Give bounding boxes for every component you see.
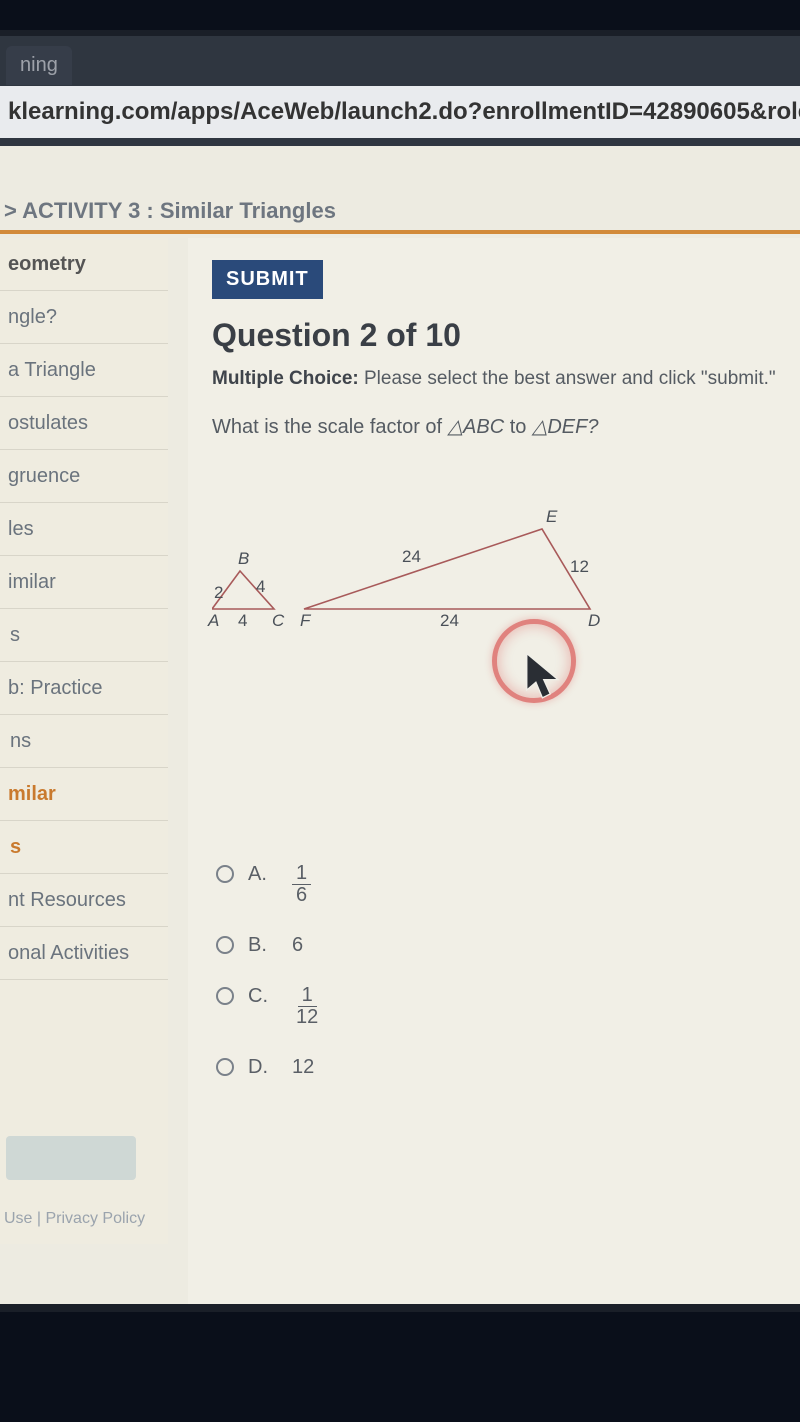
option-value: 6 xyxy=(292,934,303,957)
answer-choices: A. 16 B. 6 C. 112 D. 12 xyxy=(212,849,776,1093)
vertex-label-F: F xyxy=(300,611,310,631)
option-letter: B. xyxy=(248,934,270,957)
option-value: 12 xyxy=(292,1056,314,1079)
sidebar-item-5[interactable]: les xyxy=(0,503,168,556)
side-label-12: 12 xyxy=(570,557,589,577)
sidebar-item-4[interactable]: gruence xyxy=(0,450,168,503)
triangle-def: △DEF? xyxy=(532,416,599,438)
radio-icon[interactable] xyxy=(216,987,234,1005)
vertex-label-C: C xyxy=(272,611,284,631)
sidebar-item-11[interactable]: s xyxy=(0,821,168,874)
browser-chrome: ning klearning.com/apps/AceWeb/launch2.d… xyxy=(0,36,800,146)
question-text: What is the scale factor of △ABC to △DEF… xyxy=(212,414,776,439)
question-number: Question 2 of 10 xyxy=(212,317,776,354)
sidebar-item-13[interactable]: onal Activities xyxy=(0,927,168,980)
activity-breadcrumb: > ACTIVITY 3 : Similar Triangles xyxy=(0,186,800,234)
vertex-label-A: A xyxy=(208,611,219,631)
cursor-arrow-icon xyxy=(524,651,566,703)
q-to: to xyxy=(504,416,532,438)
vertex-label-D: D xyxy=(588,611,600,631)
sidebar-item-3[interactable]: ostulates xyxy=(0,397,168,450)
browser-tab[interactable]: ning xyxy=(6,46,72,85)
triangle-abc: △ABC xyxy=(448,416,505,438)
option-letter: D. xyxy=(248,1056,270,1079)
vertex-label-E: E xyxy=(546,507,557,527)
sidebar-item-1[interactable]: ngle? xyxy=(0,291,168,344)
sidebar: eometryngle?a Triangleostulatesgruencele… xyxy=(0,238,168,1244)
radio-icon[interactable] xyxy=(216,1058,234,1076)
vertex-label-B: B xyxy=(238,549,249,569)
sidebar-item-2[interactable]: a Triangle xyxy=(0,344,168,397)
q-pre: What is the scale factor of xyxy=(212,416,448,438)
sidebar-item-6[interactable]: imilar xyxy=(0,556,168,609)
sidebar-action-button[interactable] xyxy=(6,1136,136,1180)
monitor-frame: ning klearning.com/apps/AceWeb/launch2.d… xyxy=(0,30,800,1312)
answer-option-B[interactable]: B. 6 xyxy=(212,920,776,971)
mc-label: Multiple Choice: xyxy=(212,368,359,389)
answer-option-D[interactable]: D. 12 xyxy=(212,1042,776,1093)
content-wrap: eometryngle?a Triangleostulatesgruencele… xyxy=(0,238,800,1304)
side-label-4: 4 xyxy=(256,577,265,597)
radio-icon[interactable] xyxy=(216,936,234,954)
sidebar-item-9[interactable]: ns xyxy=(0,715,168,768)
side-label-24: 24 xyxy=(440,611,459,631)
answer-option-A[interactable]: A. 16 xyxy=(212,849,776,920)
side-label-2: 2 xyxy=(214,583,223,603)
option-value: 16 xyxy=(292,863,311,906)
address-bar[interactable]: klearning.com/apps/AceWeb/launch2.do?enr… xyxy=(0,86,800,138)
option-letter: C. xyxy=(248,985,270,1008)
triangles-figure: ABC244FED241224 xyxy=(212,499,632,649)
option-letter: A. xyxy=(248,863,270,886)
submit-button[interactable]: SUBMIT xyxy=(212,260,323,299)
sidebar-item-12[interactable]: nt Resources xyxy=(0,874,168,927)
page-area: > ACTIVITY 3 : Similar Triangles eometry… xyxy=(0,146,800,1304)
option-value: 112 xyxy=(292,985,322,1028)
side-label-4: 4 xyxy=(238,611,247,631)
sidebar-item-0[interactable]: eometry xyxy=(0,238,168,291)
main-panel: SUBMIT Question 2 of 10 Multiple Choice:… xyxy=(188,238,800,1304)
instruction-text: Multiple Choice: Please select the best … xyxy=(212,368,776,390)
answer-option-C[interactable]: C. 112 xyxy=(212,971,776,1042)
sidebar-item-7[interactable]: s xyxy=(0,609,168,662)
sidebar-item-10[interactable]: milar xyxy=(0,768,168,821)
footer-links[interactable]: Use | Privacy Policy xyxy=(4,1210,145,1228)
side-label-24: 24 xyxy=(402,547,421,567)
radio-icon[interactable] xyxy=(216,865,234,883)
sidebar-item-8[interactable]: b: Practice xyxy=(0,662,168,715)
mc-text: Please select the best answer and click … xyxy=(359,368,776,389)
tab-strip: ning xyxy=(0,46,800,86)
